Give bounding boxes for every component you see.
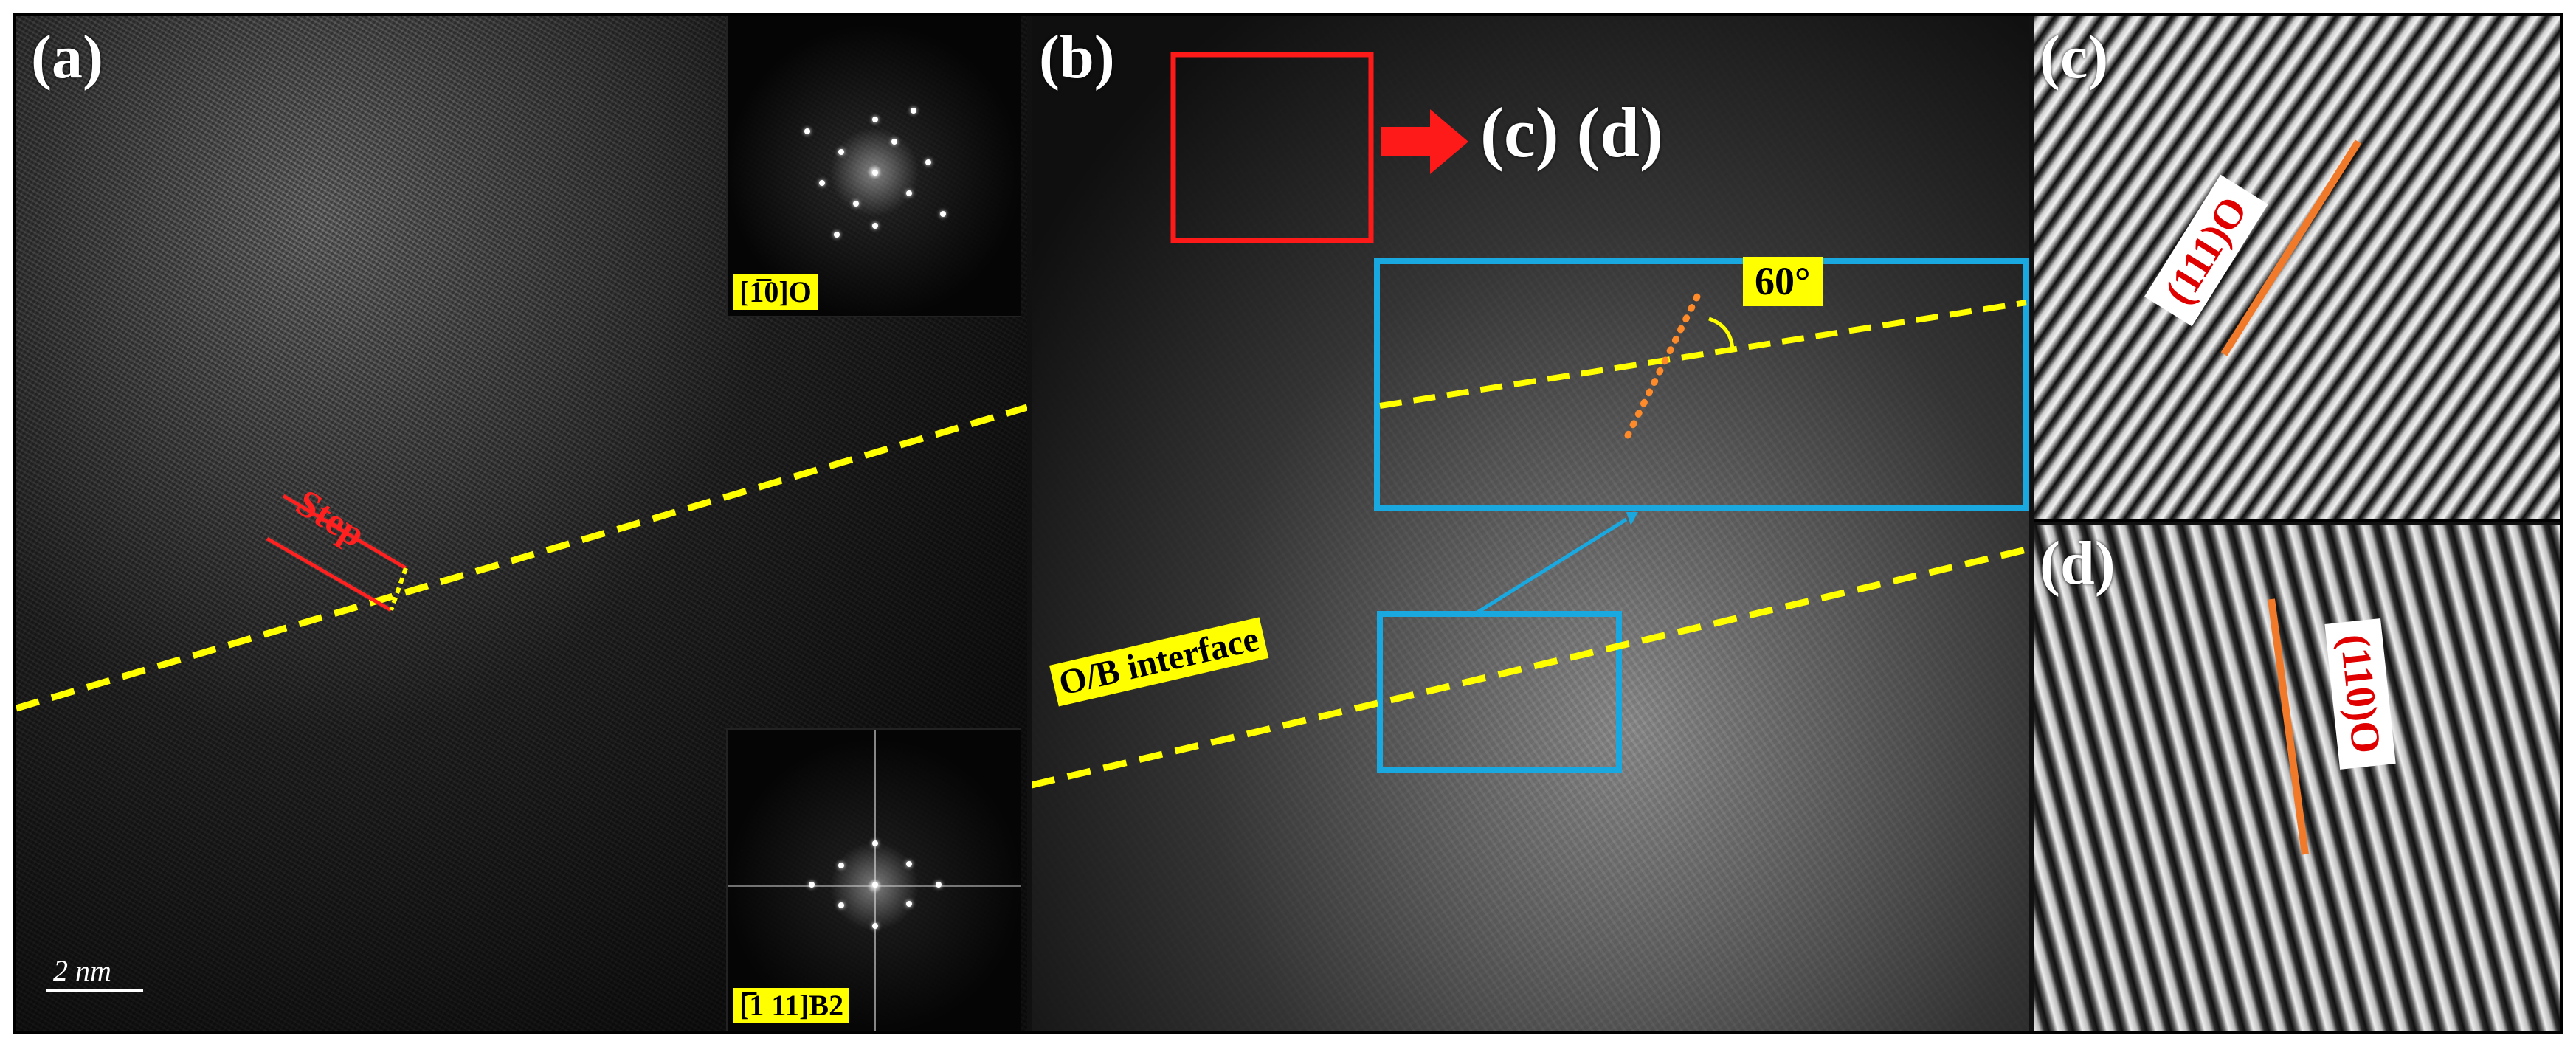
- fft-spot: [834, 232, 840, 238]
- fft-spot: [925, 159, 931, 165]
- panel-a-label: (a): [31, 23, 103, 91]
- panel-b-label: (b): [1039, 23, 1115, 91]
- fft-inset-bottom: [̅1 11]B2: [726, 728, 1021, 1031]
- fft-spot: [872, 923, 878, 929]
- panel-d-label: (d): [2040, 529, 2116, 598]
- panel-c-filtered-image: (c) (111)O: [2034, 16, 2560, 522]
- fft-spot: [819, 180, 825, 186]
- fft-spot: [940, 211, 946, 217]
- fft-spot: [911, 108, 916, 114]
- plane-line-111: [2220, 139, 2362, 356]
- fft-spot: [891, 139, 897, 145]
- step-marker-line-upper: [282, 494, 407, 570]
- panel-a-hrtem-image: (a) [1̅0]O: [16, 16, 1027, 1031]
- fft-streak-vertical: [874, 730, 876, 1031]
- fft-spot: [872, 840, 878, 846]
- plane-line-110: [2268, 598, 2309, 855]
- red-arrow-icon: [1381, 109, 1468, 174]
- fft-spot: [853, 201, 859, 207]
- panel-c-label: (c): [2040, 23, 2109, 91]
- fft-spot: [872, 223, 878, 229]
- arrow-target-label: (c) (d): [1480, 93, 1663, 172]
- atomic-plane-dotted-line: [1624, 284, 1705, 439]
- panel-b-annotations: [1032, 52, 2029, 789]
- fft-spot: [838, 902, 844, 908]
- zone-axis-label-bottom: [̅1 11]B2: [733, 988, 850, 1023]
- panel-c-annotations: [2220, 139, 2362, 356]
- zone-axis-label-top: [1̅0]O: [733, 274, 818, 310]
- panel-d-annotations: [2268, 598, 2309, 855]
- step-marker-line-lower: [266, 536, 393, 612]
- fft-spot: [838, 863, 844, 868]
- interface-dashed-line-a: [16, 404, 1027, 712]
- fft-spot: [936, 882, 942, 888]
- angle-label: 60°: [1743, 257, 1823, 307]
- panel-a-annotations: [16, 404, 1027, 992]
- interface-dashed-line-b: [1032, 545, 2029, 789]
- blue-pointer-arrowhead: [1626, 512, 1638, 525]
- figure-frame: (a) [1̅0]O: [13, 13, 2563, 1034]
- fft-spot: [906, 190, 912, 196]
- fft-spot: [838, 149, 844, 155]
- fft-spot: [872, 170, 878, 176]
- panel-d-filtered-image: (d) (110)O: [2034, 525, 2560, 1031]
- blue-pointer-arrow: [1476, 517, 1628, 615]
- fft-spot: [906, 901, 912, 907]
- blue-zoom-box-large: [1374, 258, 2029, 511]
- fft-spot: [872, 882, 878, 888]
- blue-region-box-small: [1377, 611, 1622, 773]
- angle-arc: [1708, 317, 1735, 350]
- red-selection-box: [1170, 52, 1374, 243]
- fft-inset-top: [1̅0]O: [726, 16, 1021, 317]
- scale-bar-label: 2 nm: [53, 954, 111, 987]
- fft-spot: [872, 117, 878, 122]
- step-offset-segment: [389, 567, 408, 611]
- panel-b-hrtem-image: (b) (c) (d) 60° O/B interface: [1032, 16, 2029, 1031]
- fft-spot: [809, 882, 815, 888]
- interface-dashed-line-zoom: [1379, 300, 2027, 409]
- fft-spot: [804, 128, 810, 134]
- fft-spot: [906, 861, 912, 867]
